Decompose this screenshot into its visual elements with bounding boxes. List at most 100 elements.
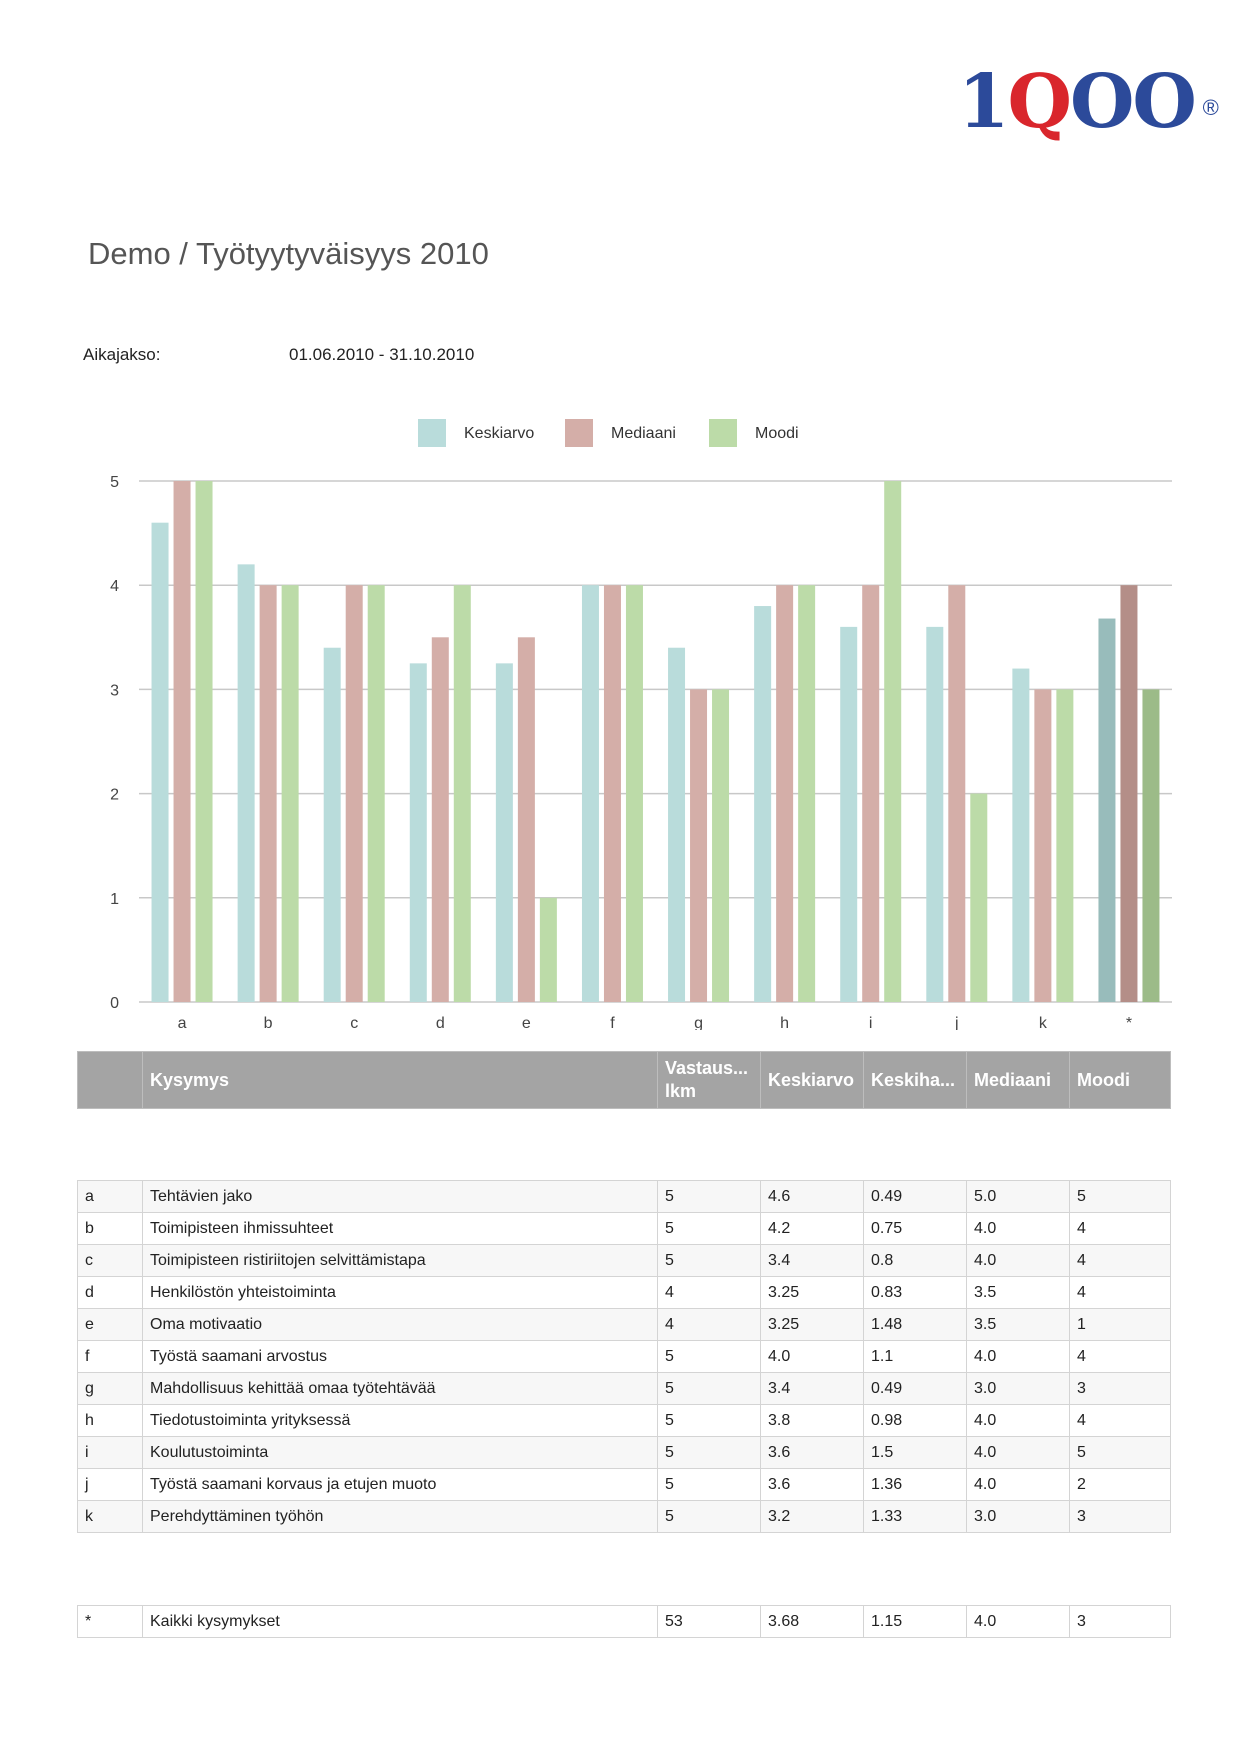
bar-e-1 (495, 663, 513, 1002)
table-cell: g (77, 1372, 143, 1405)
x-tick-label: h (780, 1015, 789, 1030)
table-cell: 4 (657, 1308, 761, 1341)
table-cell: 4.0 (966, 1212, 1070, 1245)
bar-*-1 (1098, 618, 1116, 1002)
table-cell: 0.98 (863, 1404, 967, 1437)
table-cell: 3.8 (760, 1404, 864, 1437)
table-cell: 4.0 (966, 1468, 1070, 1501)
table-cell: 0.83 (863, 1276, 967, 1309)
bar-f-3 (625, 585, 643, 1002)
table-row: i Koulutustoiminta 5 3.6 1.5 4.0 5 (77, 1436, 1171, 1469)
table-cell: f (77, 1340, 143, 1373)
legend-label-3: Moodi (755, 425, 799, 442)
table-row: g Mahdollisuus kehittää omaa työtehtävää 5… (77, 1372, 1171, 1405)
y-tick-label: 1 (110, 891, 119, 908)
legend-label-1: Keskiarvo (464, 425, 534, 442)
table-cell: Tiedotustoiminta yrityksessä (142, 1404, 658, 1437)
bar-k-2 (1034, 689, 1052, 1002)
table-row: a Tehtävien jako 5 4.6 0.49 5.0 5 (77, 1180, 1171, 1213)
x-tick-label: g (694, 1015, 703, 1030)
table-cell: 4 (1069, 1244, 1171, 1277)
table-cell: Mahdollisuus kehittää omaa työtehtävää (142, 1372, 658, 1405)
table-cell: k (77, 1500, 143, 1533)
y-tick-label: 5 (110, 474, 119, 491)
x-tick-label: i (869, 1015, 873, 1030)
table-cell: 1 (1069, 1308, 1171, 1341)
table-cell: 4.0 (966, 1605, 1070, 1638)
table-cell: 53 (657, 1605, 761, 1638)
bar-*-2 (1120, 585, 1138, 1002)
table-cell: 3.25 (760, 1308, 864, 1341)
x-tick-label: b (264, 1015, 273, 1030)
bar-a-3 (195, 481, 213, 1002)
table-cell: 4.0 (966, 1244, 1070, 1277)
table-cell: Työstä saamani korvaus ja etujen muoto (142, 1468, 658, 1501)
table-cell: 5 (657, 1404, 761, 1437)
total-table: * Kaikki kysymykset 53 3.68 1.15 4.0 3 (77, 1605, 1171, 1638)
company-logo: 1QOO ® (958, 62, 1219, 142)
table-row: h Tiedotustoiminta yrityksessä 5 3.8 0.98 4.0… (77, 1404, 1171, 1437)
table-cell: Henkilöstön yhteistoiminta (142, 1276, 658, 1309)
table-cell: 1.5 (863, 1436, 967, 1469)
table-cell: a (77, 1180, 143, 1213)
bar-i-3 (884, 481, 902, 1002)
table-cell: b (77, 1212, 143, 1245)
table-cell: 4.6 (760, 1180, 864, 1213)
column-header: Keskiha... (863, 1051, 967, 1109)
bar-e-2 (517, 637, 535, 1002)
bar-f-2 (603, 585, 621, 1002)
table-cell: e (77, 1308, 143, 1341)
period-label: Aikajakso: (83, 345, 161, 364)
page-title: Demo / Työtyytyväisyys 2010 (88, 236, 489, 271)
total-row: * Kaikki kysymykset 53 3.68 1.15 4.0 3 (77, 1605, 1171, 1638)
bar-k-3 (1056, 689, 1074, 1002)
table-cell: 5 (657, 1180, 761, 1213)
table-cell: 5 (1069, 1180, 1171, 1213)
table-row: f Työstä saamani arvostus 5 4.0 1.1 4.0 4 (77, 1340, 1171, 1373)
legend-label-2: Mediaani (611, 425, 676, 442)
column-header (77, 1051, 143, 1109)
table-cell: 4 (1069, 1340, 1171, 1373)
bar-i-1 (840, 626, 858, 1002)
table-cell: Perehdyttäminen työhön (142, 1500, 658, 1533)
bar-b-3 (281, 585, 299, 1002)
x-tick-label: * (1126, 1015, 1132, 1030)
table-cell: 0.75 (863, 1212, 967, 1245)
table-row: b Toimipisteen ihmissuhteet 5 4.2 0.75 4.0 4 (77, 1212, 1171, 1245)
table-cell: Tehtävien jako (142, 1180, 658, 1213)
x-tick-label: e (522, 1015, 531, 1030)
y-tick-label: 3 (110, 682, 119, 699)
x-tick-label: a (178, 1015, 187, 1030)
bar-c-2 (345, 585, 363, 1002)
bar-k-1 (1012, 668, 1030, 1002)
bar-h-3 (798, 585, 816, 1002)
table-cell: 5 (657, 1244, 761, 1277)
x-tick-label: j (954, 1015, 959, 1030)
table-cell: 1.48 (863, 1308, 967, 1341)
table-cell: 4.0 (966, 1404, 1070, 1437)
table-cell: 4.0 (966, 1436, 1070, 1469)
table-cell: c (77, 1244, 143, 1277)
table-cell: 0.49 (863, 1372, 967, 1405)
results-bar-chart: 0 1 2 3 4 5 Keskiarvo Mediaani Moodi a b c d e f g h i j k * (110, 419, 1172, 1030)
table-cell: 3 (1069, 1500, 1171, 1533)
table-cell: 5.0 (966, 1180, 1070, 1213)
table-cell: 4 (1069, 1212, 1171, 1245)
table-cell: Oma motivaatio (142, 1308, 658, 1341)
table-cell: 4.2 (760, 1212, 864, 1245)
table-cell: 4.0 (966, 1340, 1070, 1373)
x-tick-label: c (350, 1015, 358, 1030)
table-cell: 5 (657, 1340, 761, 1373)
bar-f-1 (581, 585, 599, 1002)
table-cell: 4 (1069, 1404, 1171, 1437)
table-cell: 5 (657, 1500, 761, 1533)
registered-mark: ® (1202, 95, 1219, 120)
table-row: k Perehdyttäminen työhön 5 3.2 1.33 3.0 3 (77, 1500, 1171, 1533)
bar-e-3 (539, 897, 557, 1002)
table-cell: * (77, 1605, 143, 1638)
x-tick-label: d (436, 1015, 445, 1030)
y-tick-label: 4 (110, 578, 119, 595)
bar-j-2 (948, 585, 966, 1002)
bar-c-3 (367, 585, 385, 1002)
x-tick-label: f (610, 1015, 615, 1030)
